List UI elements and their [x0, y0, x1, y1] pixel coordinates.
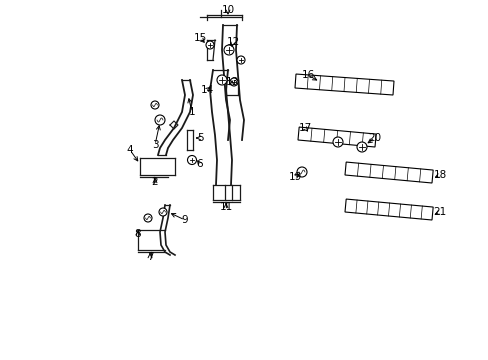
- Circle shape: [205, 41, 214, 49]
- Circle shape: [155, 115, 164, 125]
- Text: 6: 6: [196, 159, 203, 169]
- Text: 3: 3: [151, 140, 158, 150]
- Circle shape: [237, 56, 244, 64]
- Text: 13: 13: [225, 77, 238, 87]
- Text: 19: 19: [288, 172, 301, 182]
- Circle shape: [159, 208, 167, 216]
- Polygon shape: [297, 127, 375, 147]
- Circle shape: [296, 167, 306, 177]
- Text: 21: 21: [432, 207, 446, 217]
- Text: 17: 17: [298, 123, 311, 133]
- Text: 5: 5: [196, 133, 203, 143]
- Text: 10: 10: [221, 5, 234, 15]
- Text: 14: 14: [200, 85, 213, 95]
- Text: 1: 1: [188, 107, 195, 117]
- Text: 18: 18: [432, 170, 446, 180]
- Circle shape: [332, 137, 342, 147]
- Text: 2: 2: [151, 177, 158, 187]
- Circle shape: [229, 78, 238, 86]
- Text: 11: 11: [219, 202, 232, 212]
- Text: 12: 12: [226, 37, 239, 47]
- Text: 9: 9: [182, 215, 188, 225]
- Polygon shape: [294, 74, 393, 95]
- Circle shape: [217, 75, 226, 85]
- Circle shape: [151, 101, 159, 109]
- Text: 8: 8: [134, 229, 141, 239]
- Polygon shape: [345, 199, 432, 220]
- Text: 4: 4: [126, 145, 133, 155]
- Polygon shape: [345, 162, 432, 183]
- Text: 20: 20: [367, 133, 381, 143]
- Circle shape: [224, 45, 234, 55]
- Text: 7: 7: [146, 252, 153, 262]
- Circle shape: [143, 214, 152, 222]
- Circle shape: [356, 142, 366, 152]
- Circle shape: [187, 156, 196, 165]
- Text: 15: 15: [193, 33, 206, 43]
- Text: 16: 16: [301, 70, 314, 80]
